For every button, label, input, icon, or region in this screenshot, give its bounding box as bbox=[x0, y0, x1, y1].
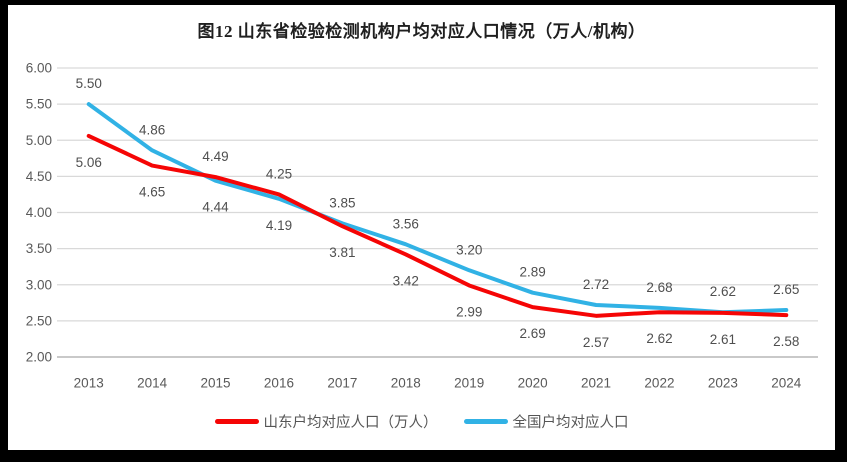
data-label: 3.42 bbox=[393, 273, 419, 288]
x-axis-tick-label: 2022 bbox=[644, 376, 674, 391]
data-label: 3.81 bbox=[329, 245, 355, 260]
y-axis-tick-label: 3.50 bbox=[26, 241, 52, 256]
data-label: 5.50 bbox=[76, 76, 102, 91]
y-axis-tick-label: 2.00 bbox=[26, 350, 52, 365]
x-axis-tick-label: 2013 bbox=[74, 376, 104, 391]
legend-label-shandong: 山东户均对应人口（万人） bbox=[263, 415, 438, 431]
data-label: 2.65 bbox=[773, 282, 799, 297]
data-label: 3.20 bbox=[456, 242, 482, 257]
data-label: 2.62 bbox=[646, 331, 672, 346]
x-axis-tick-label: 2021 bbox=[581, 376, 611, 391]
y-axis-tick-label: 3.00 bbox=[26, 277, 52, 292]
data-label: 2.69 bbox=[519, 326, 545, 341]
x-axis-tick-label: 2017 bbox=[327, 376, 357, 391]
data-label: 2.68 bbox=[646, 280, 672, 295]
series-line-shandong bbox=[86, 133, 789, 318]
x-axis-tick-label: 2018 bbox=[391, 376, 421, 391]
x-axis-tick-label: 2014 bbox=[137, 376, 168, 391]
data-label: 2.62 bbox=[710, 284, 736, 299]
legend-label-national: 全国户均对应人口 bbox=[512, 415, 629, 431]
data-label: 2.58 bbox=[773, 334, 799, 349]
x-axis-tick-label: 2020 bbox=[518, 376, 548, 391]
legend-swatch-national-icon bbox=[463, 419, 508, 424]
legend-item-national: 全国户均对应人口 bbox=[463, 411, 629, 432]
data-label: 3.85 bbox=[329, 195, 355, 210]
x-axis-tick-label: 2015 bbox=[201, 376, 231, 391]
data-label: 3.56 bbox=[393, 216, 419, 231]
data-label: 4.49 bbox=[202, 149, 228, 164]
data-label: 2.72 bbox=[583, 277, 609, 292]
y-axis-tick-label: 5.00 bbox=[26, 133, 52, 148]
data-label: 5.06 bbox=[76, 155, 102, 170]
series-line-national bbox=[86, 102, 789, 315]
x-axis-tick-label: 2016 bbox=[264, 376, 294, 391]
chart-panel bbox=[8, 5, 835, 450]
y-axis-tick-label: 2.50 bbox=[26, 313, 52, 328]
data-label: 4.65 bbox=[139, 185, 165, 200]
x-axis-tick-label: 2019 bbox=[454, 376, 484, 391]
x-axis-tick-label: 2023 bbox=[708, 376, 738, 391]
chart-title: 图12 山东省检验检测机构户均对应人口情况（万人/机构） bbox=[197, 22, 646, 41]
y-axis-tick-label: 6.00 bbox=[26, 61, 52, 76]
data-label: 2.57 bbox=[583, 335, 609, 350]
data-label: 2.61 bbox=[710, 332, 736, 347]
chart-legend: 山东户均对应人口（万人） 全国户均对应人口 bbox=[8, 411, 835, 432]
y-axis-tick-label: 4.50 bbox=[26, 169, 52, 184]
y-axis-tick-label: 5.50 bbox=[26, 97, 52, 112]
data-label: 4.44 bbox=[202, 200, 229, 215]
legend-item-shandong: 山东户均对应人口（万人） bbox=[214, 411, 438, 432]
data-label: 4.25 bbox=[266, 166, 292, 181]
data-label: 2.99 bbox=[456, 304, 482, 319]
y-axis-tick-label: 4.00 bbox=[26, 205, 52, 220]
data-label: 4.86 bbox=[139, 122, 165, 137]
data-label: 4.19 bbox=[266, 218, 292, 233]
legend-swatch-shandong-icon bbox=[214, 419, 259, 424]
data-label: 2.89 bbox=[519, 265, 545, 280]
x-axis-tick-label: 2024 bbox=[771, 376, 802, 391]
